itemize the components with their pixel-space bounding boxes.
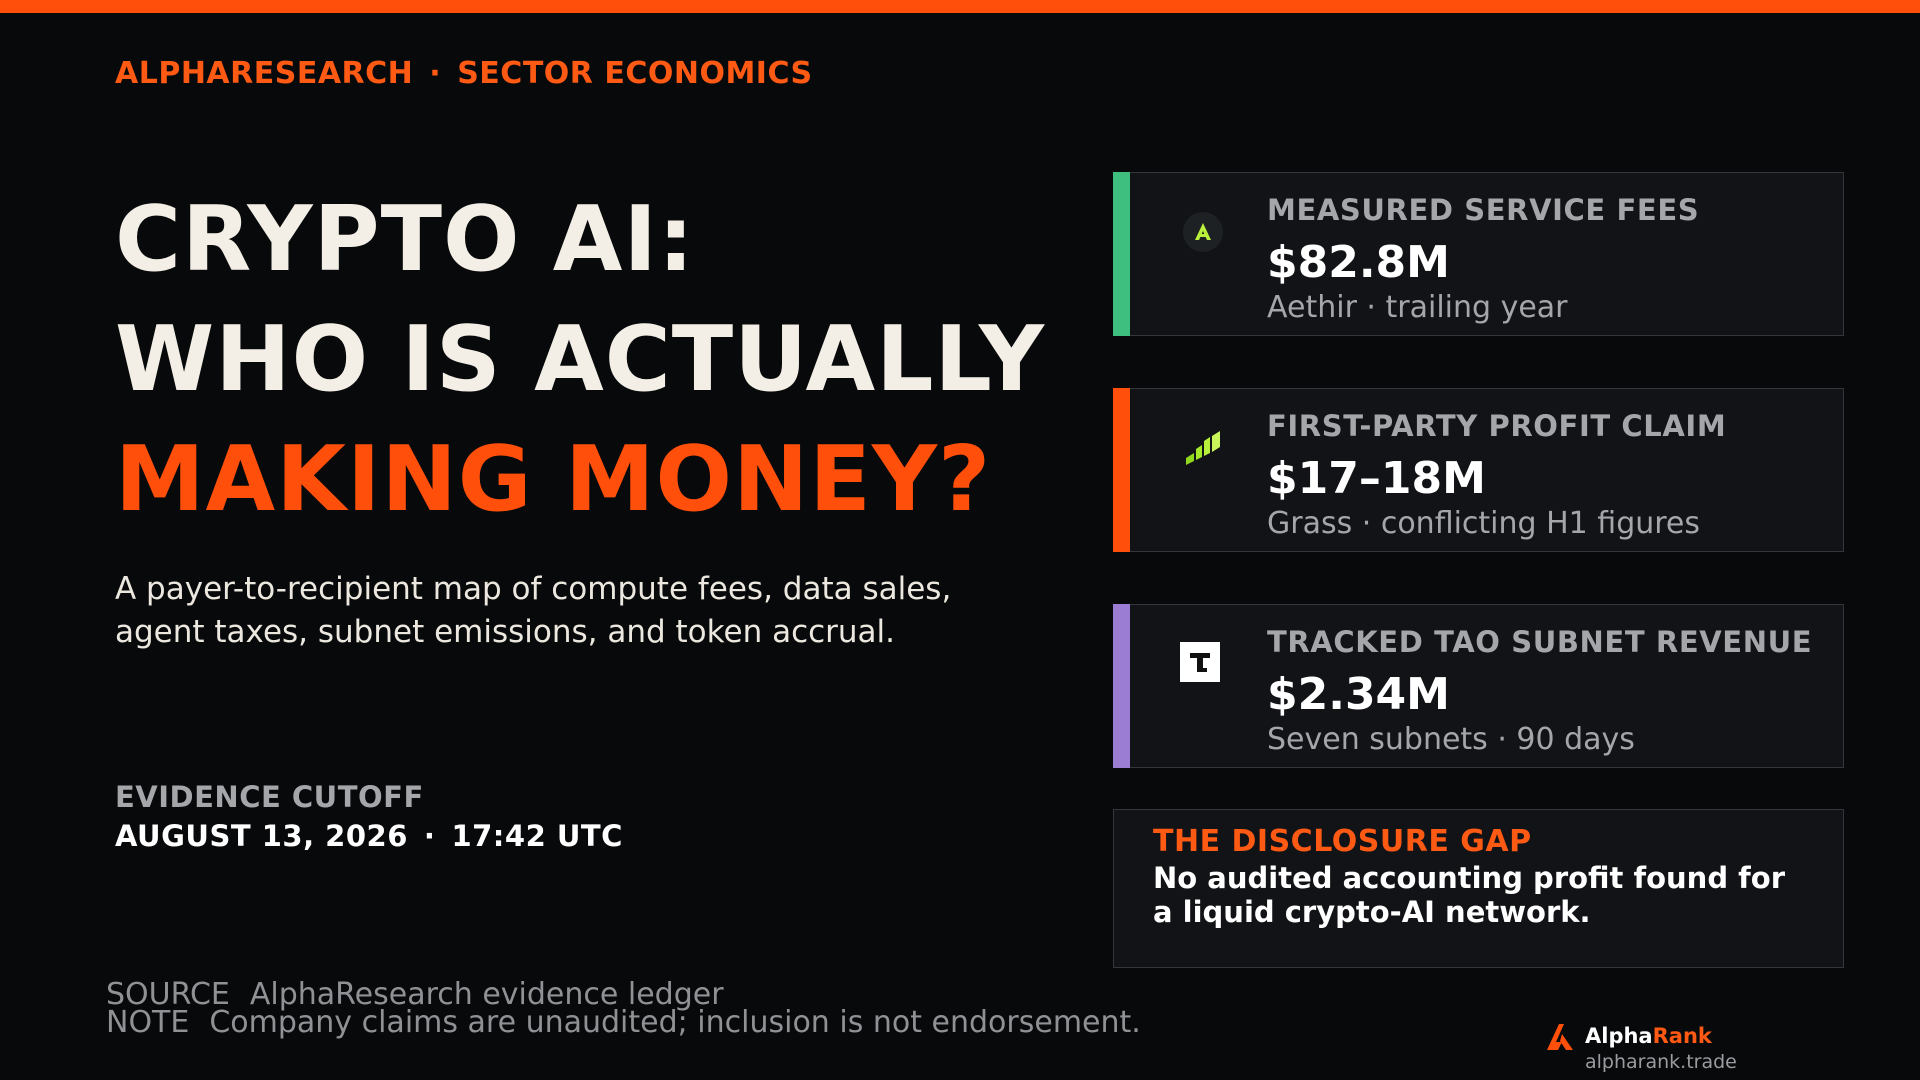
card-value: $82.8M <box>1267 237 1450 288</box>
title-line-2: WHO IS ACTUALLY <box>115 307 1045 412</box>
title-line-1: CRYPTO AI: <box>115 187 695 292</box>
card-subtext: Grass · conflicting H1 figures <box>1267 506 1701 541</box>
footer-source-key: SOURCE <box>106 977 230 1012</box>
header-kicker: ALPHARESEARCH · SECTOR ECONOMICS <box>115 56 813 91</box>
card-subtext: Seven subnets · 90 days <box>1267 722 1635 757</box>
footer-source: SOURCE AlphaResearch evidence ledger <box>106 977 724 1012</box>
card-label: TRACKED TAO SUBNET REVENUE <box>1267 625 1813 659</box>
grass-icon <box>1180 425 1226 471</box>
header-separator: · <box>429 56 442 91</box>
alpharank-logo-icon <box>1545 1022 1575 1052</box>
page-title: CRYPTO AI: WHO IS ACTUALLY MAKING MONEY? <box>115 180 1045 540</box>
header-section: SECTOR ECONOMICS <box>457 56 813 91</box>
card-label: FIRST-PARTY PROFIT CLAIM <box>1267 409 1727 443</box>
footer-source-value: AlphaResearch evidence ledger <box>249 977 724 1012</box>
brand-name: AlphaRank <box>1585 1024 1712 1048</box>
card-subtext: Aethir · trailing year <box>1267 290 1568 325</box>
card-value: $17–18M <box>1267 453 1486 504</box>
disclosure-gap-box: THE DISCLOSURE GAP No audited accounting… <box>1113 809 1844 968</box>
stat-card-grass: FIRST-PARTY PROFIT CLAIM $17–18M Grass ·… <box>1113 388 1844 552</box>
stat-card-tao: TRACKED TAO SUBNET REVENUE $2.34M Seven … <box>1113 604 1844 768</box>
cutoff-date: AUGUST 13, 2026 <box>115 819 408 853</box>
disclosure-gap-title: THE DISCLOSURE GAP <box>1153 824 1532 859</box>
footer-note-value: Company claims are unaudited; inclusion … <box>209 1005 1141 1040</box>
alpharank-brand[interactable]: AlphaRank alpharank.trade <box>1545 1020 1845 1073</box>
brand-url[interactable]: alpharank.trade <box>1585 1051 1737 1073</box>
aethir-icon <box>1180 209 1226 255</box>
card-stripe <box>1113 604 1130 768</box>
brand-name-part2: Rank <box>1652 1024 1712 1048</box>
evidence-cutoff-value: AUGUST 13, 2026 · 17:42 UTC <box>115 819 623 853</box>
evidence-cutoff-label: EVIDENCE CUTOFF <box>115 780 424 814</box>
card-label: MEASURED SERVICE FEES <box>1267 193 1700 227</box>
footer-note: NOTE Company claims are unaudited; inclus… <box>106 1005 1141 1040</box>
brand-name-part1: Alpha <box>1585 1024 1653 1048</box>
title-line-3: MAKING MONEY? <box>115 427 992 532</box>
cutoff-separator: · <box>423 819 436 853</box>
card-stripe <box>1113 388 1130 552</box>
cutoff-time: 17:42 UTC <box>451 819 623 853</box>
top-accent-bar <box>0 0 1920 13</box>
tao-icon <box>1180 642 1226 688</box>
disclosure-gap-body: No audited accounting profit found for a… <box>1153 861 1786 929</box>
header-brand: ALPHARESEARCH <box>115 56 414 91</box>
footer-note-key: NOTE <box>106 1005 190 1040</box>
card-value: $2.34M <box>1267 669 1450 720</box>
stat-card-aethir: MEASURED SERVICE FEES $82.8M Aethir · tr… <box>1113 172 1844 336</box>
subtitle: A payer-to-recipient map of compute fees… <box>115 571 952 650</box>
card-stripe <box>1113 172 1130 336</box>
